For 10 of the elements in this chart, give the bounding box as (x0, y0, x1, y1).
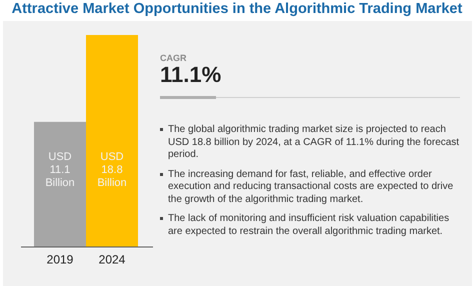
text: The lack of monitoring and insufficient risk valuation capabilities are expected to restrain the overall algorithmic trading market. (168, 213, 450, 238)
text: CAGR (160, 53, 186, 63)
x-tick-label: 2024 (98, 252, 126, 267)
text: The global algorithmic trading market size is projected to reach USD 18.8 billion by 2024, at a CAGR of 11.1% during the forecast period. (168, 124, 460, 162)
x-tick-label: 2019 (46, 252, 74, 267)
text: 11.1% (160, 62, 222, 88)
text: The increasing demand for fast, reliable, and effective order execution and reducing transactional costs are expected to drive the growth of the algorithmic trading market. (168, 168, 454, 206)
data-label: USD 11.1 Billion (45, 150, 75, 189)
text: Attractive Market Opportunities in the Algorithmic Trading Market (10, 1, 464, 17)
data-label: USD 18.8 Billion (97, 150, 127, 189)
